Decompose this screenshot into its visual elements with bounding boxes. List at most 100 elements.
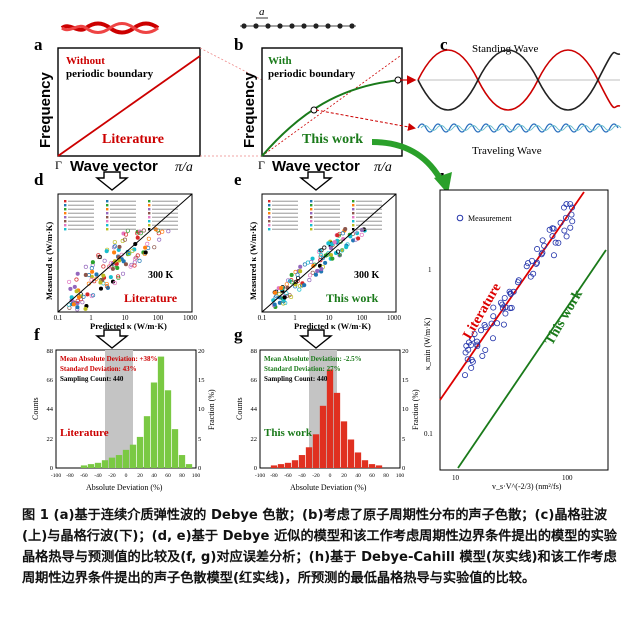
legend-swatch bbox=[106, 204, 109, 207]
measurement-point bbox=[489, 335, 496, 342]
continuous-medium-rope bbox=[60, 21, 160, 35]
scatter-point bbox=[289, 272, 294, 278]
label-periodic-b: periodic boundary bbox=[268, 68, 356, 80]
down-arrow-a bbox=[95, 171, 129, 191]
legend-swatch bbox=[106, 200, 109, 203]
y2label-f: Fraction (%) bbox=[207, 389, 216, 430]
scatter-point bbox=[126, 251, 131, 257]
measurement-point bbox=[468, 356, 475, 363]
legend-measurement: Measurement bbox=[468, 214, 512, 223]
scatter-point bbox=[115, 265, 120, 270]
axes-box-b bbox=[261, 47, 403, 157]
lattice-constant-a: a bbox=[259, 6, 265, 18]
scatter-point bbox=[279, 285, 284, 291]
scatter-point bbox=[345, 242, 350, 247]
tag-thiswork-e: This work bbox=[326, 291, 379, 305]
scatter-point bbox=[323, 260, 328, 265]
scatter-point bbox=[329, 242, 335, 247]
legend-swatch bbox=[106, 220, 109, 223]
scatter-point bbox=[120, 271, 126, 276]
bars-f bbox=[80, 356, 193, 468]
measurement-point bbox=[568, 211, 575, 218]
legend-swatch bbox=[64, 216, 67, 219]
legend-marker bbox=[456, 214, 464, 222]
sd-g: Standard Deviation: 27% bbox=[264, 365, 341, 373]
svg-text:1: 1 bbox=[428, 266, 432, 274]
legend-swatch bbox=[310, 208, 313, 211]
svg-text:1: 1 bbox=[89, 314, 93, 322]
scatter-point bbox=[132, 256, 137, 261]
measurement-point bbox=[474, 343, 481, 350]
measurement-point bbox=[552, 239, 559, 246]
histogram-bar bbox=[368, 464, 376, 468]
x-tick-label: 60 bbox=[369, 473, 375, 479]
scatter-point bbox=[298, 269, 303, 274]
scatter-point bbox=[322, 245, 327, 250]
scatter-point bbox=[101, 273, 106, 278]
measurement-point bbox=[494, 320, 501, 327]
measurement-point bbox=[468, 364, 475, 371]
measurement-point bbox=[497, 299, 504, 306]
x-tick-label: 80 bbox=[179, 473, 185, 479]
scatter-point bbox=[110, 266, 115, 271]
scatter-point bbox=[123, 262, 128, 267]
tag-literature-d: Literature bbox=[124, 291, 178, 305]
scatter-point bbox=[102, 258, 107, 263]
measurement-point bbox=[561, 227, 568, 234]
measurement-point bbox=[567, 201, 574, 208]
scatter-point bbox=[83, 306, 88, 311]
legend-swatch bbox=[106, 212, 109, 215]
scatter-point bbox=[326, 241, 331, 246]
measurement-point bbox=[567, 224, 574, 231]
measurement-point bbox=[530, 270, 537, 277]
legend-swatch bbox=[148, 220, 151, 223]
measurement-point bbox=[468, 335, 475, 342]
legend-swatch bbox=[148, 200, 151, 203]
legend-swatch bbox=[268, 216, 271, 219]
svg-text:88: 88 bbox=[47, 348, 54, 355]
measurement-point bbox=[539, 249, 546, 256]
x-tick-label: 40 bbox=[355, 473, 361, 479]
x-tick-label: -20 bbox=[108, 473, 116, 479]
measurement-point bbox=[510, 288, 517, 295]
scatter-point bbox=[98, 286, 104, 291]
legend-swatch bbox=[310, 204, 313, 207]
legend-swatch bbox=[352, 220, 355, 223]
measurement-point bbox=[534, 246, 541, 253]
scatter-point bbox=[107, 264, 112, 269]
x-end-b: π/a bbox=[374, 160, 392, 175]
x-tick-label: 100 bbox=[396, 473, 405, 479]
measurement-point bbox=[549, 233, 556, 240]
xlabel-g: Absolute Deviation (%) bbox=[290, 483, 367, 492]
scatter-point bbox=[112, 250, 117, 255]
measurement-point bbox=[490, 313, 497, 320]
panel-letter-e: e bbox=[234, 170, 242, 189]
shaded-band-f bbox=[105, 350, 133, 468]
histogram-bar bbox=[347, 439, 355, 468]
histogram-bar bbox=[150, 382, 158, 468]
legend-swatch bbox=[268, 200, 271, 203]
histogram-bar bbox=[185, 464, 193, 468]
svg-text:1: 1 bbox=[293, 314, 297, 322]
svg-text:100: 100 bbox=[562, 474, 573, 482]
histogram-bar bbox=[101, 460, 109, 468]
histogram-bar bbox=[326, 369, 334, 468]
histogram-bar bbox=[164, 390, 172, 468]
svg-text:10: 10 bbox=[122, 314, 130, 322]
atomic-chain: a bbox=[240, 6, 356, 29]
scatter-point bbox=[332, 240, 337, 245]
histogram-bar bbox=[143, 416, 151, 468]
xlabel-h: v_s·V^(-2/3) (nm²/fs) bbox=[492, 482, 562, 491]
scatter-point bbox=[282, 295, 287, 300]
scatter-point bbox=[83, 272, 88, 277]
scatter-point bbox=[298, 283, 303, 289]
scatter-point bbox=[76, 295, 82, 300]
measurement-point bbox=[507, 305, 514, 312]
legend-swatch bbox=[352, 208, 355, 211]
axes-box-h bbox=[439, 189, 609, 471]
scatter-point bbox=[289, 280, 294, 285]
temp-d: 300 K bbox=[148, 270, 174, 281]
x-tick-label: 60 bbox=[165, 473, 171, 479]
scatter-point bbox=[120, 238, 125, 244]
x-tick-label: 20 bbox=[341, 473, 347, 479]
